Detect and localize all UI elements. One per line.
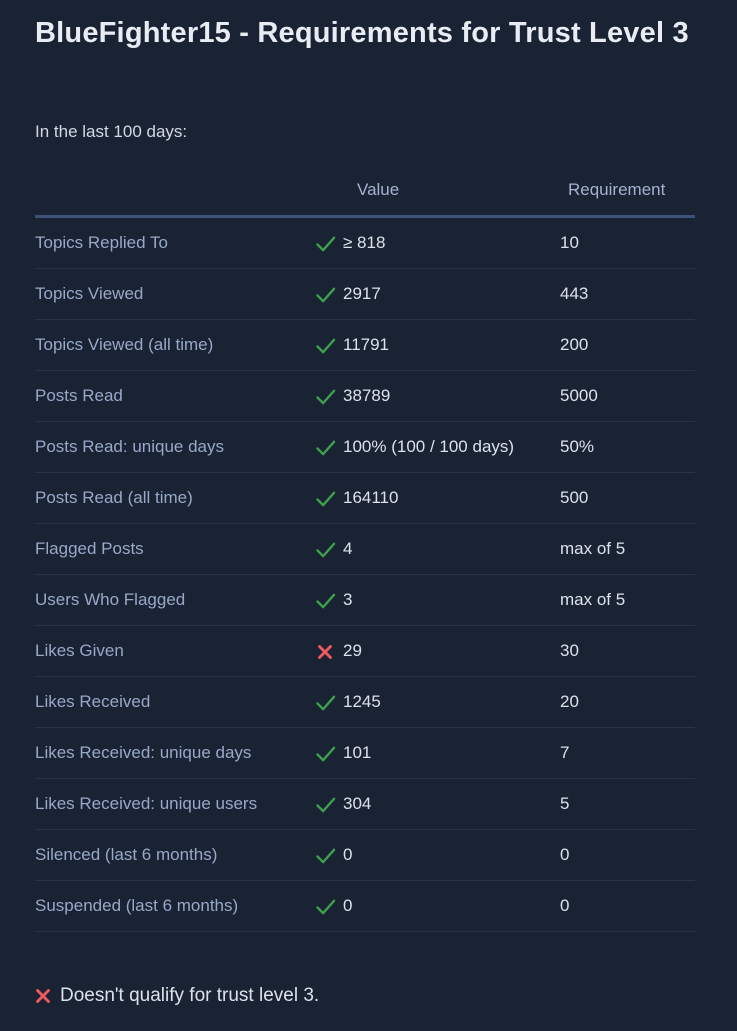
status-cell — [307, 880, 343, 932]
row-requirement: 10 — [560, 216, 695, 269]
row-label: Flagged Posts — [35, 523, 307, 575]
table-row: Flagged Posts 4 max of 5 — [35, 523, 695, 575]
row-label: Topics Replied To — [35, 216, 307, 269]
status-cell — [307, 829, 343, 881]
table-header-row: Value Requirement — [35, 180, 695, 218]
check-icon — [314, 743, 337, 762]
check-icon — [314, 488, 337, 507]
row-requirement: 200 — [560, 319, 695, 371]
status-cell — [307, 216, 343, 269]
table-row: Suspended (last 6 months) 0 0 — [35, 880, 695, 932]
row-value: 304 — [343, 778, 560, 830]
status-cell — [307, 472, 343, 524]
page-title: BlueFighter15 - Requirements for Trust L… — [35, 17, 689, 49]
table-row: Silenced (last 6 months) 0 0 — [35, 829, 695, 881]
row-value: 38789 — [343, 370, 560, 422]
status-cell — [307, 778, 343, 830]
header-label-spacer — [35, 180, 307, 218]
table-row: Likes Received: unique users 304 5 — [35, 778, 695, 830]
row-requirement: 5 — [560, 778, 695, 830]
trust-level-report: BlueFighter15 - Requirements for Trust L… — [35, 17, 702, 1007]
status-cell — [307, 421, 343, 473]
row-requirement: 50% — [560, 421, 695, 473]
row-requirement: 0 — [560, 880, 695, 932]
header-status-spacer — [307, 180, 343, 218]
check-icon — [314, 284, 337, 303]
row-requirement: 7 — [560, 727, 695, 779]
check-icon — [314, 233, 337, 252]
row-requirement: 500 — [560, 472, 695, 524]
row-value: 2917 — [343, 268, 560, 320]
header-value: Value — [343, 180, 560, 218]
row-label: Posts Read (all time) — [35, 472, 307, 524]
header-requirement: Requirement — [560, 180, 695, 218]
status-cell — [307, 625, 343, 677]
row-label: Likes Received: unique days — [35, 727, 307, 779]
check-icon — [314, 335, 337, 354]
row-value: 0 — [343, 880, 560, 932]
table-row: Topics Replied To ≥ 818 10 — [35, 216, 695, 269]
table-row: Posts Read (all time) 164110 500 — [35, 472, 695, 524]
row-value: 164110 — [343, 472, 560, 524]
table-row: Likes Received 1245 20 — [35, 676, 695, 728]
table-row: Posts Read 38789 5000 — [35, 370, 695, 422]
row-value: 1245 — [343, 676, 560, 728]
row-label: Suspended (last 6 months) — [35, 880, 307, 932]
status-cell — [307, 268, 343, 320]
qualification-status: Doesn't qualify for trust level 3. — [35, 985, 702, 1007]
row-requirement: max of 5 — [560, 574, 695, 626]
row-requirement: max of 5 — [560, 523, 695, 575]
row-requirement: 443 — [560, 268, 695, 320]
status-cell — [307, 523, 343, 575]
check-icon — [314, 692, 337, 711]
period-label: In the last 100 days: — [35, 122, 188, 141]
row-label: Topics Viewed — [35, 268, 307, 320]
row-label: Silenced (last 6 months) — [35, 829, 307, 881]
row-label: Likes Received — [35, 676, 307, 728]
status-cell — [307, 727, 343, 779]
row-label: Posts Read — [35, 370, 307, 422]
row-requirement: 0 — [560, 829, 695, 881]
row-value: ≥ 818 — [343, 216, 560, 269]
check-icon — [314, 794, 337, 813]
requirements-table-body: Topics Replied To ≥ 818 10 Topics Viewed… — [35, 216, 695, 932]
x-icon — [317, 641, 333, 660]
row-value: 11791 — [343, 319, 560, 371]
row-label: Users Who Flagged — [35, 574, 307, 626]
table-row: Topics Viewed 2917 443 — [35, 268, 695, 320]
x-icon — [35, 985, 51, 1007]
row-requirement: 5000 — [560, 370, 695, 422]
row-label: Posts Read: unique days — [35, 421, 307, 473]
status-cell — [307, 319, 343, 371]
row-value: 101 — [343, 727, 560, 779]
requirements-table: Value Requirement Topics Replied To ≥ 81… — [35, 180, 695, 932]
check-icon — [314, 590, 337, 609]
row-requirement: 20 — [560, 676, 695, 728]
row-label: Likes Given — [35, 625, 307, 677]
table-row: Posts Read: unique days 100% (100 / 100 … — [35, 421, 695, 473]
row-value: 29 — [343, 625, 560, 677]
row-value: 3 — [343, 574, 560, 626]
row-label: Topics Viewed (all time) — [35, 319, 307, 371]
table-row: Likes Given 29 30 — [35, 625, 695, 677]
status-cell — [307, 370, 343, 422]
check-icon — [314, 539, 337, 558]
table-row: Topics Viewed (all time) 11791 200 — [35, 319, 695, 371]
row-value: 4 — [343, 523, 560, 575]
status-cell — [307, 574, 343, 626]
row-label: Likes Received: unique users — [35, 778, 307, 830]
row-requirement: 30 — [560, 625, 695, 677]
table-row: Likes Received: unique days 101 7 — [35, 727, 695, 779]
row-value: 100% (100 / 100 days) — [343, 421, 560, 473]
status-cell — [307, 676, 343, 728]
check-icon — [314, 896, 337, 915]
qualification-text: Doesn't qualify for trust level 3. — [60, 985, 320, 1006]
check-icon — [314, 437, 337, 456]
check-icon — [314, 386, 337, 405]
row-value: 0 — [343, 829, 560, 881]
check-icon — [314, 845, 337, 864]
table-row: Users Who Flagged 3 max of 5 — [35, 574, 695, 626]
